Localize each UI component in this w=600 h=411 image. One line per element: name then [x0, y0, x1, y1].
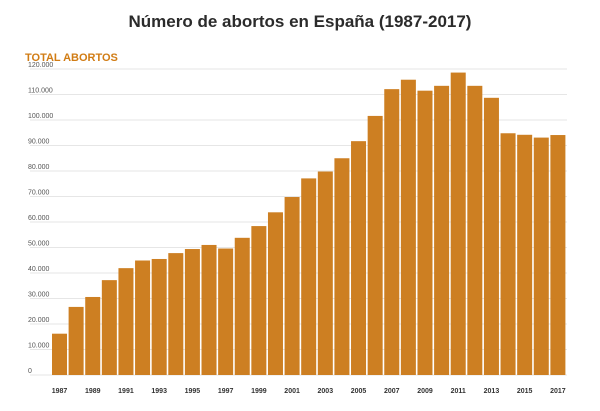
bar-2007	[384, 89, 400, 375]
x-tick-label: 1991	[118, 388, 134, 395]
bar-2003	[317, 171, 333, 375]
y-tick-label: 80.000	[28, 164, 50, 171]
y-axis-label: TOTAL ABORTOS	[25, 52, 118, 64]
bar-2005	[351, 141, 367, 375]
y-tick-label: 0	[28, 368, 32, 375]
x-tick-label: 1999	[251, 388, 267, 395]
x-tick-label: 1995	[185, 388, 201, 395]
bars	[52, 72, 566, 376]
x-tick-label: 2005	[351, 388, 367, 395]
bar-2012	[467, 85, 483, 375]
bar-2016	[533, 137, 549, 375]
bar-1999	[251, 226, 267, 375]
x-tick-label: 1987	[52, 388, 68, 395]
bar-2014	[500, 133, 516, 375]
bar-1997	[218, 248, 234, 375]
y-tick-label: 70.000	[28, 190, 50, 197]
bar-1991	[118, 268, 134, 375]
bar-2010	[434, 85, 450, 375]
x-tick-label: 2009	[417, 388, 433, 395]
x-tick-label: 2017	[550, 388, 566, 395]
x-axis-tick-labels: 1987 1989 1991 1993 1995 1997 1999 2001 2003 2005…	[52, 388, 566, 395]
bar-1998	[234, 237, 250, 375]
bar-2004	[334, 158, 350, 375]
y-tick-label: 100.000	[28, 113, 53, 120]
y-tick-label: 40.000	[28, 266, 50, 273]
bar-2002	[301, 178, 317, 375]
y-tick-label: 60.000	[28, 215, 50, 222]
bar-2017	[550, 135, 566, 375]
y-tick-label: 20.000	[28, 317, 50, 324]
bar-2008	[400, 79, 416, 376]
bar-2009	[417, 90, 433, 376]
bar-1987	[52, 333, 68, 375]
bar-1990	[101, 280, 117, 375]
x-tick-label: 2011	[451, 388, 466, 395]
x-tick-label: 2007	[384, 388, 400, 395]
bar-1994	[168, 253, 184, 375]
bar-1993	[151, 258, 167, 375]
x-tick-label: 1997	[218, 388, 234, 395]
x-tick-label: 1993	[151, 388, 167, 395]
y-tick-label: 120.000	[28, 62, 53, 69]
x-tick-label: 2015	[517, 388, 533, 395]
chart-title: Número de abortos en España (1987-2017)	[128, 12, 472, 31]
y-tick-label: 90.000	[28, 139, 50, 146]
x-tick-label: 1989	[85, 388, 101, 395]
x-tick-label: 2001	[284, 388, 300, 395]
bar-2011	[450, 72, 466, 375]
y-axis-tick-labels: 0 10.000 20.000 30.000 40.000 50.000 60.000 70.…	[28, 62, 53, 375]
bar-2000	[267, 212, 283, 375]
bar-2013	[483, 97, 499, 375]
y-tick-label: 10.000	[28, 343, 50, 350]
y-tick-label: 30.000	[28, 292, 50, 299]
x-tick-label: 2013	[484, 388, 500, 395]
bar-2006	[367, 115, 383, 376]
bar-1992	[135, 260, 151, 375]
bar-1995	[184, 249, 200, 375]
bar-1988	[68, 306, 84, 375]
x-tick-label: 2003	[318, 388, 334, 395]
bar-1989	[85, 296, 101, 375]
y-tick-label: 110.000	[28, 88, 53, 95]
bar-2001	[284, 197, 300, 375]
bar-1996	[201, 244, 217, 375]
bar-2015	[517, 134, 533, 375]
y-tick-label: 50.000	[28, 241, 50, 248]
